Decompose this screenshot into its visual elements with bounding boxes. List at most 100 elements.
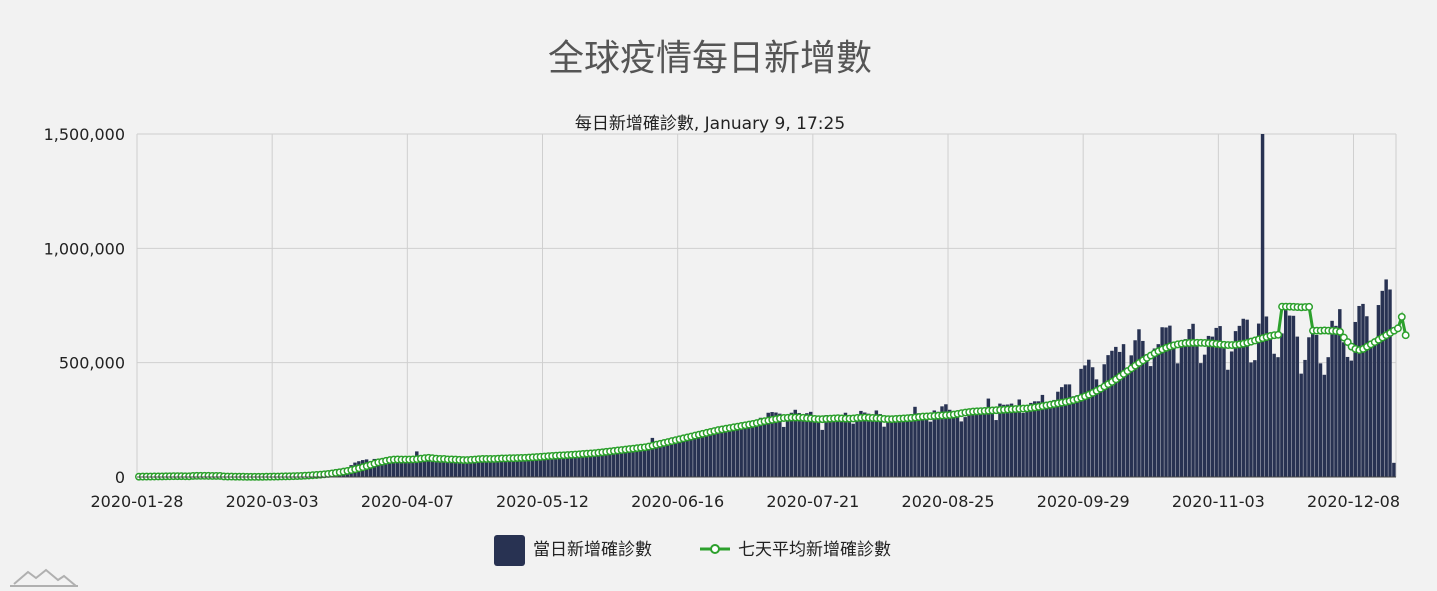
bar[interactable] <box>1164 327 1168 477</box>
bar[interactable] <box>924 417 929 477</box>
average-point[interactable] <box>1401 331 1410 340</box>
bar[interactable] <box>959 421 964 477</box>
bar[interactable] <box>967 409 971 477</box>
average-point[interactable] <box>1393 324 1402 333</box>
bar[interactable] <box>1060 387 1064 477</box>
bar[interactable] <box>978 412 983 477</box>
bar[interactable] <box>948 409 952 477</box>
bar[interactable] <box>855 420 859 477</box>
bar[interactable] <box>751 422 755 477</box>
legend-bar-swatch[interactable] <box>494 535 525 566</box>
bar[interactable] <box>445 460 450 477</box>
bar[interactable] <box>380 460 384 477</box>
bar[interactable] <box>1256 323 1261 477</box>
bar[interactable] <box>496 457 500 477</box>
bar[interactable] <box>1311 330 1315 477</box>
bar[interactable] <box>550 457 554 477</box>
bar[interactable] <box>457 461 462 477</box>
bar[interactable] <box>836 419 840 477</box>
bar[interactable] <box>878 414 882 477</box>
bar[interactable] <box>542 456 546 477</box>
bar[interactable] <box>592 454 597 477</box>
bar[interactable] <box>1237 325 1242 477</box>
bar[interactable] <box>1117 351 1122 477</box>
bar[interactable] <box>1233 331 1238 477</box>
bar[interactable] <box>839 418 844 477</box>
bar[interactable] <box>449 459 454 477</box>
bar[interactable] <box>882 426 886 477</box>
bar[interactable] <box>820 429 825 477</box>
bar[interactable] <box>1195 343 1199 477</box>
bar[interactable] <box>1029 402 1033 477</box>
bar[interactable] <box>677 435 682 477</box>
bar[interactable] <box>631 450 635 477</box>
bar[interactable] <box>808 411 813 477</box>
bar[interactable] <box>1322 374 1327 477</box>
bar[interactable] <box>1144 358 1149 477</box>
bar[interactable] <box>1303 359 1307 477</box>
bar[interactable] <box>1349 360 1354 477</box>
bar[interactable] <box>500 456 504 477</box>
bar[interactable] <box>627 448 631 477</box>
bar[interactable] <box>905 417 909 477</box>
bar[interactable] <box>1168 325 1172 477</box>
bar[interactable] <box>476 458 481 477</box>
bar[interactable] <box>685 436 689 477</box>
bar[interactable] <box>724 428 728 477</box>
bar[interactable] <box>1048 408 1052 477</box>
bar[interactable] <box>388 457 392 477</box>
bar[interactable] <box>503 460 508 477</box>
bar[interactable] <box>472 460 477 477</box>
bar[interactable] <box>615 449 620 477</box>
bar[interactable] <box>893 419 898 477</box>
bar[interactable] <box>909 414 913 477</box>
bar[interactable] <box>816 415 821 477</box>
bar[interactable] <box>986 398 991 477</box>
bar[interactable] <box>1345 356 1350 477</box>
bar[interactable] <box>1079 368 1083 477</box>
bar[interactable] <box>519 458 523 477</box>
bar[interactable] <box>642 448 647 477</box>
bar[interactable] <box>762 418 767 477</box>
bar[interactable] <box>1191 323 1195 477</box>
bar[interactable] <box>438 458 442 477</box>
bar[interactable] <box>1071 396 1076 477</box>
bar[interactable] <box>1341 342 1346 477</box>
bar[interactable] <box>1125 370 1130 477</box>
bar[interactable] <box>577 452 581 477</box>
bar[interactable] <box>573 455 577 477</box>
bar[interactable] <box>793 409 797 477</box>
bar[interactable] <box>511 457 516 477</box>
bar[interactable] <box>484 459 489 477</box>
bar[interactable] <box>1063 384 1068 477</box>
bar[interactable] <box>1206 335 1211 477</box>
bar[interactable] <box>928 421 933 477</box>
bar[interactable] <box>465 457 469 477</box>
bar[interactable] <box>1025 408 1029 477</box>
bar[interactable] <box>1056 391 1060 477</box>
average-point[interactable] <box>1336 327 1344 336</box>
bar[interactable] <box>920 418 925 477</box>
bar[interactable] <box>1260 134 1265 477</box>
bar[interactable] <box>488 458 492 477</box>
bar[interactable] <box>554 458 558 477</box>
bar[interactable] <box>584 454 589 477</box>
bar[interactable] <box>1187 329 1191 477</box>
bar[interactable] <box>1183 339 1188 477</box>
bar[interactable] <box>569 455 574 477</box>
bar[interactable] <box>469 458 473 477</box>
bar[interactable] <box>708 432 713 477</box>
bar[interactable] <box>1179 343 1184 477</box>
bar[interactable] <box>975 414 979 477</box>
bar[interactable] <box>1017 399 1021 477</box>
bar[interactable] <box>1172 348 1176 477</box>
bar[interactable] <box>797 412 801 477</box>
bar[interactable] <box>1005 404 1010 477</box>
bar[interactable] <box>1210 336 1215 477</box>
bar[interactable] <box>1365 316 1369 477</box>
bar[interactable] <box>650 437 655 477</box>
bar[interactable] <box>546 453 550 477</box>
bar[interactable] <box>890 416 894 477</box>
bar[interactable] <box>1114 346 1118 477</box>
bar[interactable] <box>774 412 778 477</box>
